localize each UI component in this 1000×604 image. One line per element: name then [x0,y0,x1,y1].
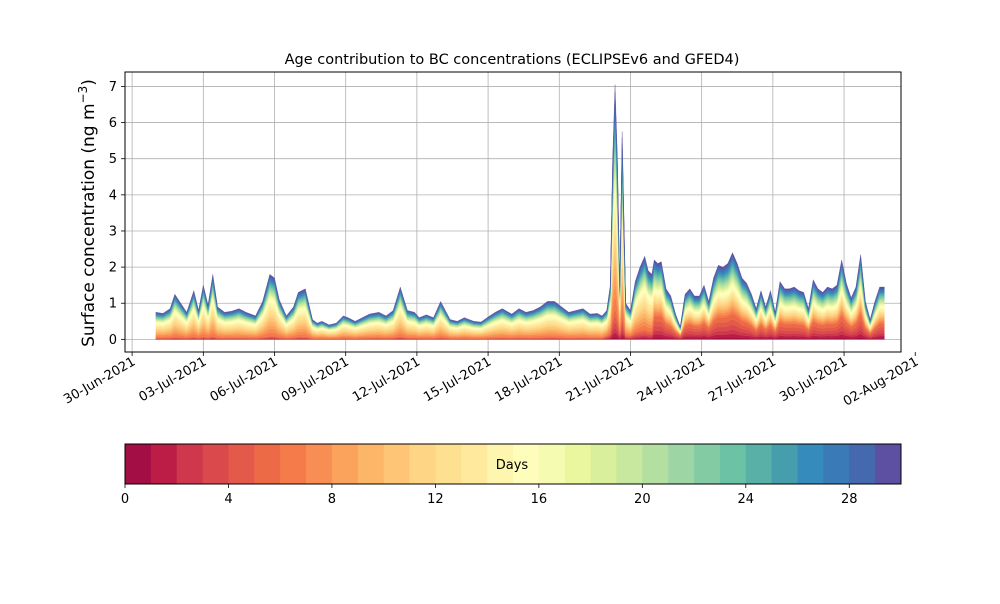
x-tick-label: 09-Jul-2021 [279,354,352,405]
x-tick-label: 18-Jul-2021 [492,354,565,405]
x-tick-label: 30-Jun-2021 [61,354,138,407]
x-tick-label: 02-Aug-2021 [841,354,921,409]
colorbar-segment [538,444,566,484]
colorbar-tick-label: 12 [427,492,444,507]
x-tick-label: 24-Jul-2021 [635,354,708,405]
colorbar-tick-label: 24 [738,492,755,507]
stacked-area-plot [155,84,885,340]
colorbar-segment [254,444,281,484]
x-tick-label: 15-Jul-2021 [421,354,494,405]
colorbar-label: Days [496,458,529,473]
colorbar-tick-label: 16 [531,492,548,507]
colorbar-segment [461,444,488,484]
y-tick-label: 1 [109,297,117,312]
y-tick-label: 6 [109,116,117,131]
y-tick-label: 5 [109,152,117,167]
colorbar-segment [125,444,152,484]
colorbar-segment [513,444,540,484]
colorbar-segment [849,444,876,484]
x-tick-label: 12-Jul-2021 [350,354,423,405]
colorbar-segment [487,444,514,484]
x-tick-label: 03-Jul-2021 [136,354,209,405]
colorbar-tick-label: 4 [224,492,232,507]
colorbar-segment [719,444,747,484]
colorbar-segment [150,444,178,484]
colorbar-segment [694,444,721,484]
colorbar-segment [331,444,359,484]
colorbar-segment [668,444,695,484]
colorbar-segment [797,444,824,484]
colorbar-tick-label: 20 [634,492,651,507]
colorbar-segment [616,444,643,484]
chart-title: Age contribution to BC concentrations (E… [285,52,740,68]
colorbar-segment [202,444,229,484]
colorbar-segment [642,444,669,484]
y-tick-label: 4 [109,188,117,203]
colorbar [125,444,902,484]
age-band-area [155,84,885,328]
colorbar-tick-label: 0 [121,492,129,507]
plot-frame [124,71,902,353]
colorbar-segment [280,444,307,484]
colorbar-segment [383,444,411,484]
colorbar-segment [745,444,773,484]
colorbar-segment [228,444,255,484]
colorbar-segment [409,444,436,484]
x-tick-label: 21-Jul-2021 [564,354,637,405]
x-tick-label: 06-Jul-2021 [208,354,281,405]
colorbar-tick-label: 8 [328,492,336,507]
colorbar-segment [564,444,592,484]
colorbar-segment [590,444,617,484]
colorbar-segment [875,444,902,484]
x-tick-label: 30-Jul-2021 [777,354,850,405]
colorbar-segment [823,444,850,484]
y-tick-label: 3 [109,224,117,239]
colorbar-tick-label: 28 [841,492,858,507]
colorbar-segment [306,444,333,484]
colorbar-segment [771,444,799,484]
y-tick-label: 7 [109,80,117,95]
y-axis-ticks: 0 1 2 3 4 5 6 7 [109,80,125,348]
colorbar-frame [124,443,902,485]
colorbar-segment [357,444,385,484]
y-axis-label: Surface concentration (ng m−3) [76,79,99,347]
colorbar-segment [176,444,204,484]
colorbar-ticks: 0 4 8 12 16 20 24 28 [121,484,858,507]
y-tick-label: 2 [109,261,117,276]
y-tick-label: 0 [109,333,117,348]
x-axis-ticks: 30-Jun-202103-Jul-202106-Jul-202109-Jul-… [61,352,921,410]
colorbar-segment [435,444,462,484]
x-tick-label: 27-Jul-2021 [706,354,779,405]
